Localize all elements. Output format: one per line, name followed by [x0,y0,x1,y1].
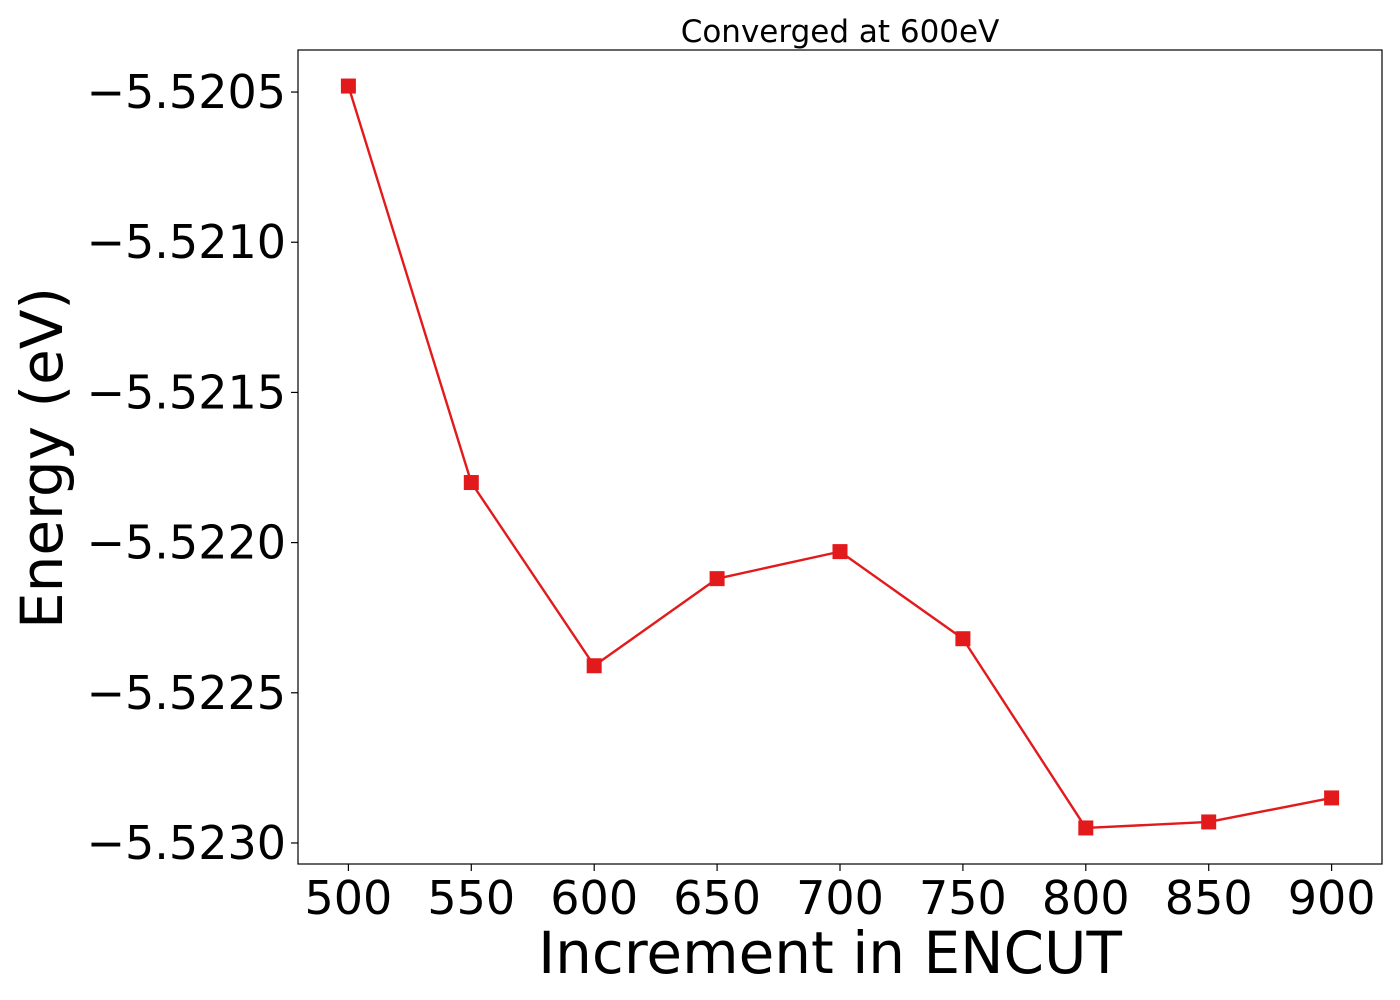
data-point-marker [832,544,848,560]
data-point-marker [586,658,602,674]
data-point-marker [1324,790,1340,806]
x-tick-label: 550 [427,871,515,925]
chart-title: Converged at 600eV [681,14,1000,50]
plot-area-frame [297,49,1383,865]
x-axis-label: Increment in ENCUT [538,919,1122,987]
y-axis: −5.5205 −5.5210 −5.5215 −5.5220 −5.5225 −5.52… [87,65,298,870]
x-tick-label: 650 [673,871,761,925]
data-point-marker [955,631,971,647]
x-tick-label: 750 [919,871,1007,925]
y-axis-label: Energy (eV) [8,287,76,629]
y-tick-label: −5.5220 [87,516,287,570]
data-point-marker [1201,814,1217,830]
data-point-marker [463,475,479,491]
series-layer [340,78,1340,836]
x-tick-label: 600 [550,871,638,925]
x-tick-label: 700 [796,871,884,925]
series-line [347,85,1332,830]
data-point-marker [1078,820,1094,836]
y-tick-label: −5.5210 [87,215,287,269]
data-point-marker [709,571,725,587]
y-tick-label: −5.5205 [87,65,287,119]
x-axis: 500 550 600 650 700 750 800 850 900 [304,864,1376,925]
y-tick-label: −5.5225 [87,666,287,720]
x-tick-label: 900 [1288,871,1376,925]
y-tick-label: −5.5215 [87,365,287,419]
x-tick-label: 850 [1165,871,1253,925]
x-tick-label: 500 [304,871,392,925]
x-tick-label: 800 [1042,871,1130,925]
y-tick-label: −5.5230 [87,816,287,870]
data-point-marker [340,78,356,94]
